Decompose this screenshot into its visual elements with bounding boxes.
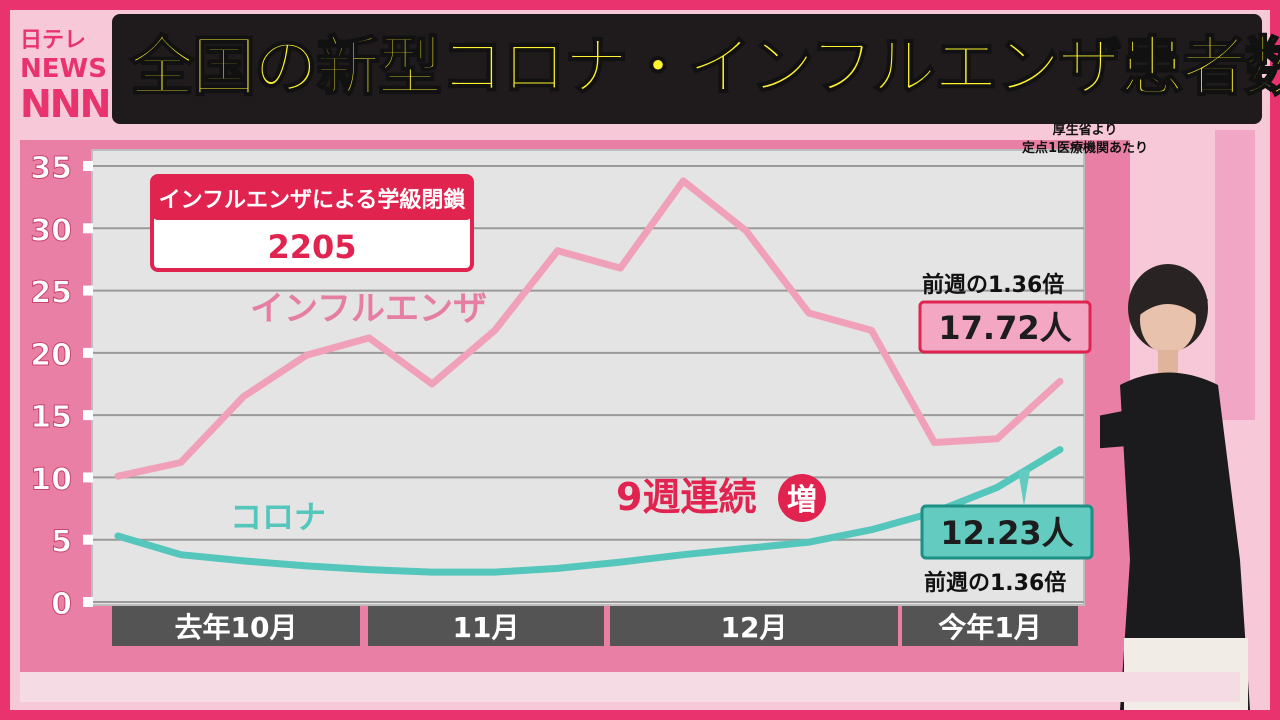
page-title: 全国の新型コロナ・インフルエンザ患者数: [129, 30, 1280, 106]
logo-line3: NNN: [20, 82, 111, 126]
closure-label: インフルエンザによる学級閉鎖: [159, 187, 467, 213]
y-tick-mark: [83, 347, 93, 358]
increase-badge: [778, 474, 826, 522]
weeks-text: 9週連続: [616, 475, 756, 519]
y-tick-mark: [83, 597, 93, 607]
x-month-band: [610, 606, 898, 646]
logo-line1: 日テレ: [20, 28, 87, 53]
x-month-band: [368, 606, 604, 646]
y-tick-mark: [83, 285, 93, 296]
consecutive-weeks-callout: 9週連続 増: [616, 474, 826, 522]
corona-value-callout: 12.23人 前週の1.36倍: [920, 470, 1094, 596]
ntv-news-logo: 日テレ NEWS NNN: [20, 28, 120, 138]
bottom-band: [20, 672, 1240, 702]
y-axis: 0 5 10 15 20 25 30 35: [30, 151, 93, 623]
x-month-label: 11月: [453, 611, 520, 644]
influenza-prev-week: 前週の1.36倍: [922, 272, 1064, 298]
corona-prev-week: 前週の1.36倍: [924, 570, 1066, 596]
corona-series-label: コロナ: [230, 498, 326, 536]
y-tick-label: 15: [30, 400, 72, 435]
closure-value: 2205: [267, 228, 356, 266]
influenza-value: 17.72人: [938, 309, 1071, 347]
x-month-band: [902, 606, 1078, 646]
class-closure-callout: インフルエンザによる学級閉鎖 2205: [150, 174, 474, 272]
presenter-figure: [1100, 264, 1250, 710]
corona-line: [114, 446, 1064, 576]
source-note: 厚生省より 定点1医療機関あたり: [1010, 122, 1160, 172]
influenza-line: [114, 177, 1064, 480]
y-tick-label: 25: [30, 276, 72, 311]
source-line2: 定点1医療機関あたり: [1021, 141, 1149, 156]
y-tick-mark: [83, 534, 93, 545]
y-tick-mark: [83, 223, 93, 234]
y-tick-label: 30: [30, 213, 72, 248]
source-line1: 厚生省より: [1052, 123, 1118, 138]
y-tick-label: 10: [30, 462, 72, 497]
corona-value: 12.23人: [940, 514, 1073, 552]
studio-wall: [1215, 130, 1255, 420]
x-axis: 去年10月 11月 12月 今年1月: [112, 606, 1078, 646]
title-bar: [112, 14, 1262, 124]
logo-line2: NEWS: [20, 54, 107, 84]
y-tick-mark: [83, 161, 93, 171]
x-month-label: 去年10月: [175, 611, 298, 644]
influenza-value-callout: 前週の1.36倍 17.72人: [918, 272, 1092, 354]
y-tick-mark: [83, 472, 93, 483]
y-tick-label: 5: [51, 525, 72, 560]
y-tick-label: 35: [30, 151, 72, 186]
grid-lines: [92, 165, 1084, 603]
influenza-series-label: インフルエンザ: [250, 289, 487, 329]
x-month-label: 今年1月: [938, 611, 1041, 644]
line-chart: 0 5 10 15 20 25 30 35 去年10月 11月 12月 今年1月 インフルエンザによ…: [30, 149, 1094, 646]
x-month-label: 12月: [721, 611, 788, 644]
series-lines: [114, 177, 1064, 576]
y-tick-label: 0: [51, 587, 72, 622]
y-tick-mark: [83, 410, 93, 421]
chart-panel: 0 5 10 15 20 25 30 35 去年10月 11月 12月 今年1月 インフルエンザによ…: [20, 140, 1130, 680]
increase-text: 増: [787, 483, 817, 518]
x-month-band: [112, 606, 360, 646]
y-tick-label: 20: [30, 338, 72, 373]
